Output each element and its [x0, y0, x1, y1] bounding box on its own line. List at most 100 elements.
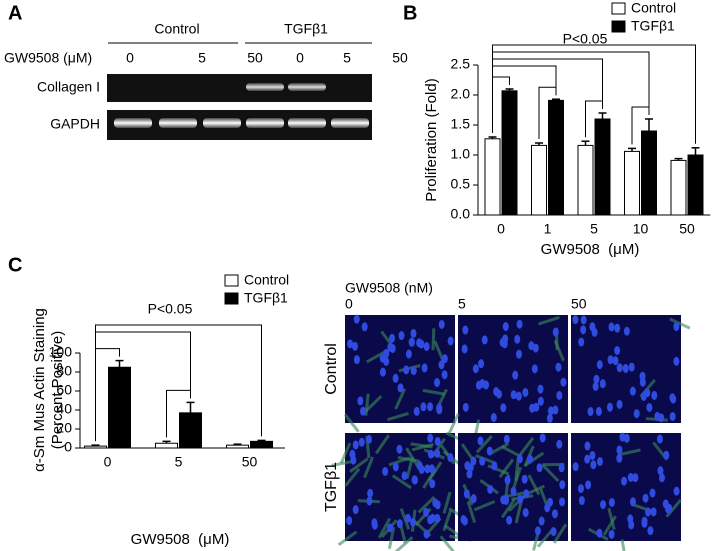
dose-label: 5: [343, 50, 351, 66]
y-tick-label: 40: [56, 401, 72, 417]
nucleus: [512, 370, 519, 380]
nucleus: [441, 354, 448, 364]
nucleus: [560, 377, 567, 387]
y-tick-label: 0: [64, 439, 72, 455]
bar: [501, 90, 518, 216]
nucleus: [572, 462, 579, 472]
fiber: [442, 509, 453, 532]
nucleus: [596, 457, 603, 467]
nucleus: [578, 496, 585, 506]
fiber: [337, 530, 358, 547]
nucleus: [606, 402, 613, 412]
fiber: [498, 458, 515, 478]
nucleus: [673, 486, 680, 496]
x-tick-label: 10: [633, 221, 649, 237]
nucleus: [438, 360, 445, 370]
fiber: [538, 315, 560, 326]
nucleus: [504, 475, 511, 485]
band: [288, 83, 326, 91]
nucleus: [436, 405, 443, 415]
nucleus: [622, 363, 629, 373]
nucleus: [500, 495, 507, 505]
nucleus: [403, 365, 410, 375]
x-axis-label: GW9508 (μM): [541, 241, 640, 258]
fiber: [343, 413, 360, 433]
nucleus: [379, 367, 386, 377]
y-tick-label: 2.0: [451, 86, 471, 102]
fiber: [417, 495, 436, 514]
nucleus: [382, 466, 389, 476]
fiber: [391, 474, 412, 490]
blot-group: TGFβ1: [284, 21, 328, 37]
nucleus: [523, 489, 530, 499]
nucleus: [550, 527, 557, 537]
band: [114, 118, 152, 128]
bar: [548, 99, 564, 216]
nucleus: [632, 473, 639, 483]
nucleus: [387, 523, 394, 533]
dose-label: 0: [126, 50, 134, 66]
nucleus: [559, 497, 566, 507]
nucleus: [396, 444, 403, 454]
nucleus: [614, 323, 621, 333]
nucleus: [619, 432, 626, 442]
nucleus: [650, 507, 657, 517]
nucleus: [434, 513, 441, 523]
dose-label: 50: [392, 50, 408, 66]
band: [246, 83, 284, 91]
nucleus: [600, 500, 607, 510]
nucleus: [352, 505, 359, 515]
nucleus: [350, 455, 357, 465]
nucleus: [616, 399, 623, 409]
nucleus: [534, 526, 541, 536]
nucleus: [552, 405, 559, 415]
x-tick-label: 50: [242, 454, 258, 470]
dose-label: 0: [296, 50, 304, 66]
fiber: [669, 317, 691, 330]
nucleus: [447, 336, 454, 346]
panel-label: A: [8, 2, 22, 24]
nucleus: [673, 322, 680, 332]
nucleus: [578, 337, 585, 347]
fiber: [394, 536, 414, 551]
bar: [624, 150, 640, 216]
bar: [250, 440, 273, 449]
nucleus: [589, 322, 596, 332]
nucleus: [510, 390, 517, 400]
nucleus: [517, 494, 524, 504]
nucleus: [428, 464, 435, 474]
nucleus: [656, 434, 663, 444]
nucleus: [434, 448, 441, 458]
fiber: [363, 456, 374, 479]
nucleus: [427, 515, 434, 525]
nucleus: [392, 462, 399, 472]
nucleus: [346, 516, 353, 526]
nucleus: [510, 486, 517, 496]
fiber: [394, 388, 407, 410]
fiber: [501, 445, 522, 459]
nucleus: [516, 319, 523, 329]
nucleus: [580, 325, 587, 335]
nucleus: [608, 529, 615, 539]
nucleus: [516, 454, 523, 464]
annotation: P<0.05: [148, 301, 193, 317]
nucleus: [360, 406, 367, 416]
nucleus: [487, 484, 494, 494]
nucleus: [427, 449, 434, 459]
nucleus: [408, 337, 415, 347]
nucleus: [629, 497, 636, 507]
fiber: [431, 328, 436, 351]
legend-label: TGFβ1: [244, 290, 288, 306]
annotation: P<0.05: [563, 31, 608, 47]
nucleus: [666, 503, 673, 513]
micrograph-title: GW9508 (nM): [345, 280, 433, 296]
nucleus: [404, 513, 411, 523]
fiber: [397, 456, 420, 463]
band: [203, 118, 241, 128]
nucleus: [477, 436, 484, 446]
nucleus: [409, 517, 416, 527]
nucleus: [577, 484, 584, 494]
fiber: [527, 474, 541, 496]
y-tick-label: 20: [56, 420, 72, 436]
nucleus: [627, 472, 634, 482]
